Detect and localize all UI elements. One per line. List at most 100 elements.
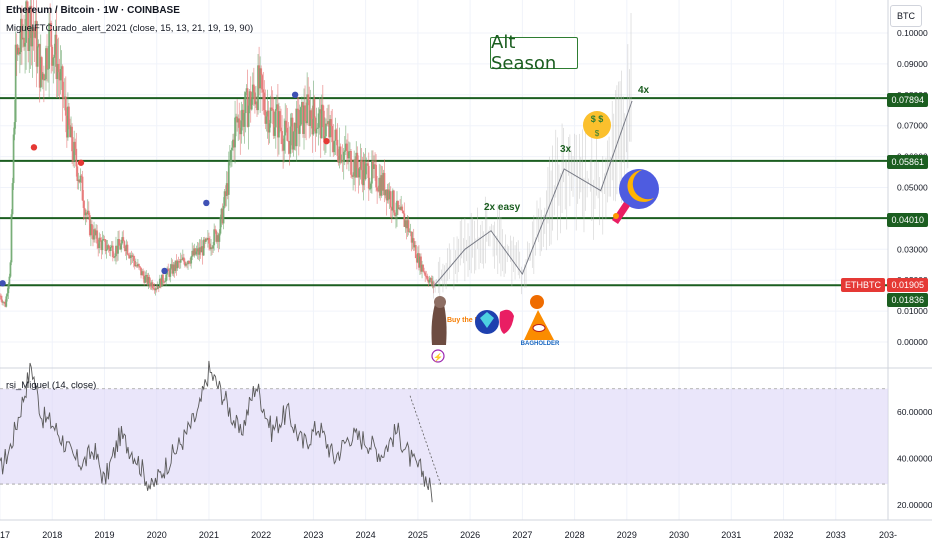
candle-body [310,110,313,119]
candle-body [54,34,57,55]
note-4x: 4x [638,85,650,96]
time-axis-label: 2026 [460,530,480,540]
rsi-legend[interactable]: rsi_Miguel (14, close) [6,380,97,391]
rsi-axis-label: 60.00000 [897,407,932,417]
candle-body [192,250,195,256]
candle-body [298,125,301,134]
rsi-panel [0,388,888,485]
candle-body [286,127,289,141]
candle-body [320,104,323,139]
candle-body [404,220,407,227]
money-face-eyes: $ $ [591,114,604,124]
candle-body [221,208,224,224]
candle-body [322,110,325,140]
candle-body [311,118,314,135]
candle-body [81,176,84,201]
candle-body [19,18,22,53]
candle-body [332,142,335,153]
candle-body [411,238,414,243]
candle-body [380,175,383,196]
candle-body [425,275,428,277]
candle-body [313,98,316,118]
candle-body [106,245,109,250]
projection-path [433,13,633,301]
candle-body [107,245,110,249]
currency-button[interactable]: BTC [890,5,922,27]
candle-body [206,237,209,240]
candle-body [12,134,15,184]
candle-body [354,159,357,178]
candle-body [265,116,268,124]
note-2x: 2x easy [484,202,521,213]
candle-body [100,240,103,251]
rsi-axis[interactable]: 60.00000 40.00000 20.00000 [897,407,932,510]
candle-body [274,109,277,128]
candle-body [193,248,196,256]
rsi-series [0,360,442,503]
time-axis-label: 2033 [826,530,846,540]
candle-body [32,27,35,33]
candle-body [301,102,303,108]
candle-body [415,258,418,263]
candle-body [30,5,33,47]
candle-body [6,293,9,297]
candle-body [39,57,42,88]
candle-body [383,172,386,196]
candle-body [10,214,13,263]
candle-body [361,170,364,186]
candle-body [11,183,14,215]
candle-body [49,22,52,24]
candle-body [400,206,403,210]
candle-body [382,172,385,191]
candle-body [329,119,332,138]
candle-body [334,129,337,141]
candle-body [3,301,6,303]
candle-body [272,110,275,136]
candle-body [211,247,213,249]
candle-body [73,141,76,161]
candle-body [38,44,41,88]
level-tag-1: 0.07894 [887,93,928,107]
candle-body [52,57,55,66]
candle-body [125,244,128,252]
candle-body [44,79,46,81]
candle-body [369,183,372,189]
candle-body [397,200,399,209]
indicator-legend[interactable]: MiguelFTCurado_alert_2021 (close, 15, 13… [6,23,254,34]
candle-body [31,27,34,47]
rsi-axis-label: 20.00000 [897,500,932,510]
candle-body [412,238,415,248]
candle-body [346,150,349,159]
candle-body [203,239,206,242]
candle-body [305,121,307,124]
candle-body [220,208,223,218]
candle-body [344,143,347,151]
candle-body [101,240,104,251]
time-axis-label: 2027 [512,530,532,540]
candle-body [65,115,68,138]
candle-body [249,91,252,110]
candle-body [137,264,139,267]
candle-body [363,161,366,180]
candle-body [144,276,147,283]
candle-body [285,120,288,128]
candle-body [0,295,2,300]
candle-body [138,264,140,267]
candle-body [190,256,193,264]
rsi-axis-label: 40.00000 [897,454,932,464]
candle-body [126,244,129,255]
candle-body [314,117,317,134]
candle-body [153,288,156,291]
candle-body [134,265,137,267]
candle-body [414,245,417,259]
level-tag-3: 0.04010 [887,213,928,227]
candle-body [50,23,53,47]
candle-body [56,63,59,80]
candle-body [287,140,290,142]
candle-body [164,281,166,283]
candle-body [260,68,263,76]
time-axis[interactable]: 2017 2018 2019 2020 2021 2022 2023 2024 2025 2026… [0,530,897,540]
candle-body [343,150,346,152]
candle-body [372,161,374,169]
